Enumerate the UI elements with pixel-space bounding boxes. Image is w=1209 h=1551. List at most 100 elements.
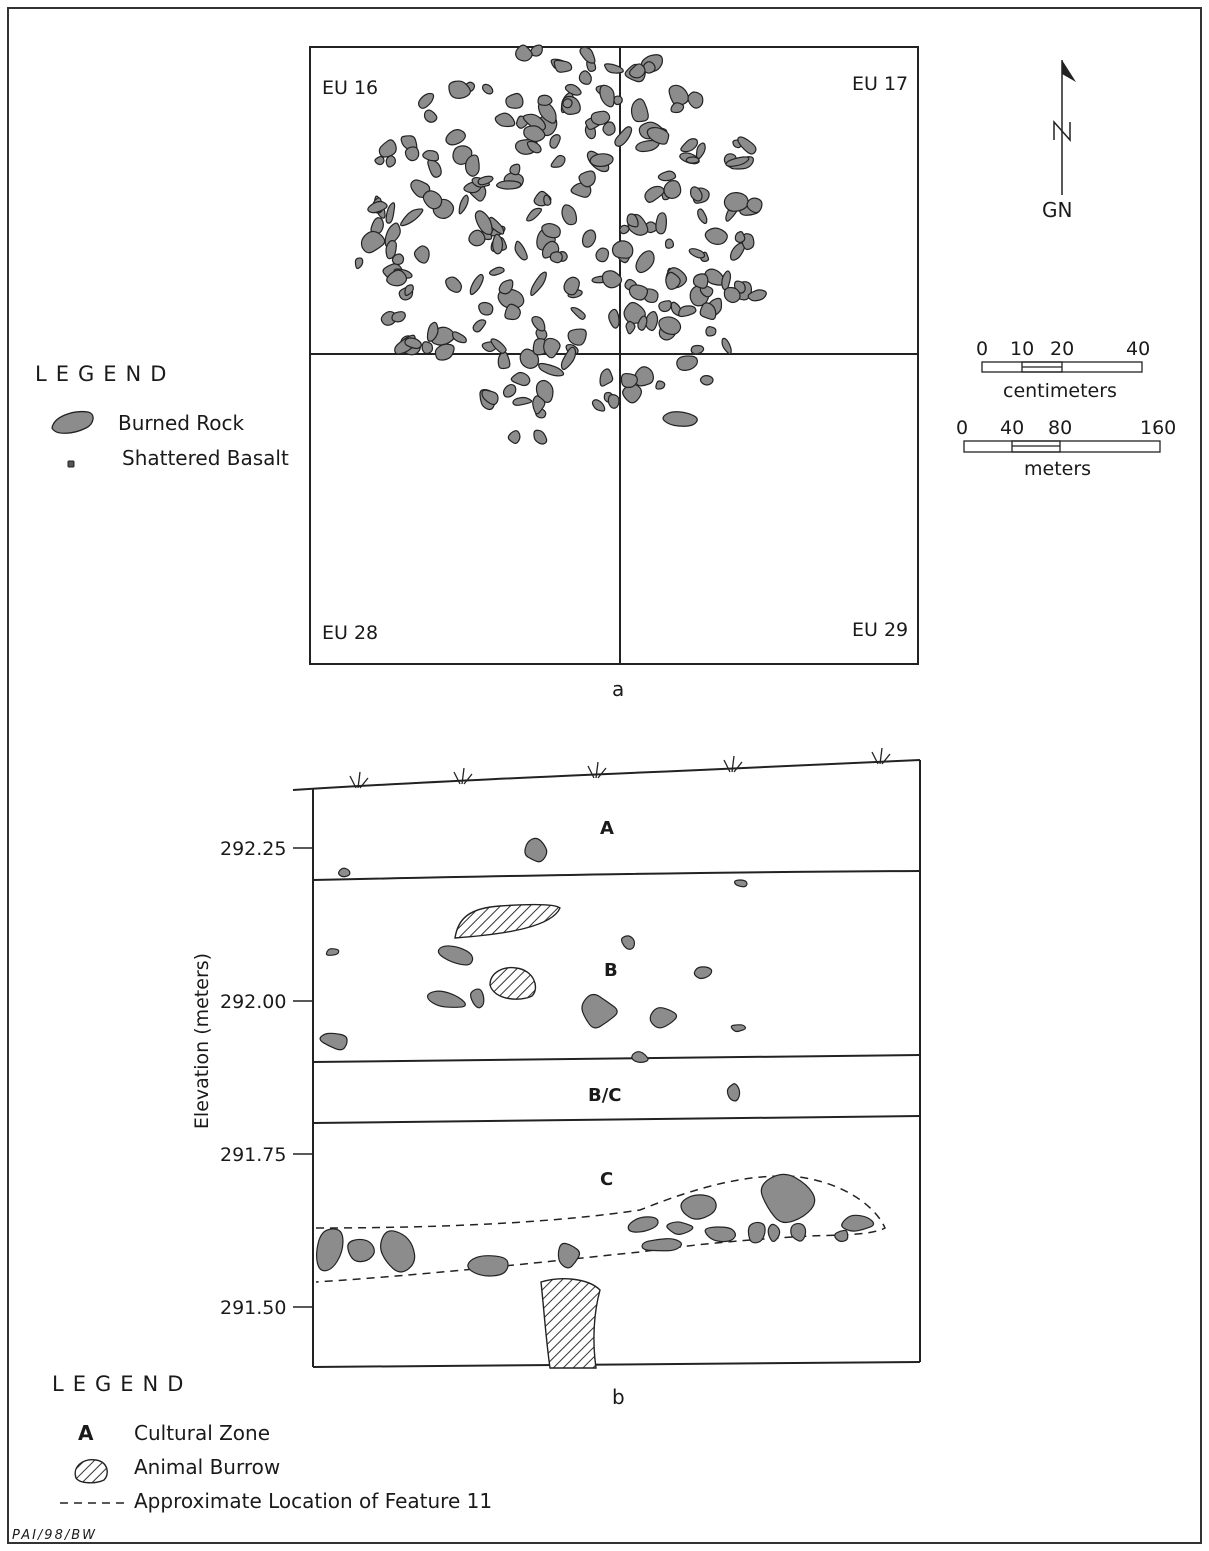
burned-rock (625, 320, 636, 335)
burned-rock (477, 175, 494, 186)
burned-rock (725, 156, 750, 167)
burned-rock (634, 366, 655, 387)
burned-rock (658, 316, 682, 336)
scale-m-unit: meters (1024, 458, 1092, 480)
burned-rock (790, 1222, 807, 1242)
burned-rock (360, 230, 386, 254)
burned-rock (666, 1221, 694, 1235)
burned-rock (581, 993, 618, 1029)
burned-rock (553, 59, 573, 73)
burned-rock (746, 197, 763, 214)
burned-rock (630, 98, 649, 123)
burned-rock (384, 222, 401, 248)
drafter-credit: PAI/98/BW (12, 1528, 97, 1543)
burned-rock (699, 302, 717, 321)
burned-rock (426, 321, 439, 342)
burned-rock (595, 247, 610, 263)
burned-rock (533, 429, 548, 445)
burned-rock (590, 110, 611, 126)
burned-rock (649, 1007, 678, 1029)
burned-rock (687, 91, 704, 109)
burned-rock (599, 368, 614, 387)
feature-11-outline (315, 1175, 886, 1283)
burned-rock (601, 270, 623, 289)
burned-rock (338, 867, 351, 878)
animal-burrow (540, 1278, 601, 1369)
unit-label-eu16: EU 16 (322, 77, 379, 99)
elevation-292-25: 292.25 (220, 838, 287, 860)
burned-rock (564, 83, 582, 96)
burned-rock (705, 326, 717, 337)
animal-burrow-icon (74, 1459, 108, 1484)
zone-label-b: B (604, 960, 618, 981)
legend-b-animal-burrow: Animal Burrow (134, 1455, 281, 1479)
boundary-bc-c (312, 1115, 921, 1124)
burned-rock (655, 212, 667, 235)
north-arrow-label: GN (1042, 198, 1073, 222)
burned-rock (704, 227, 728, 245)
burned-rock (505, 92, 524, 109)
burned-rock (664, 238, 675, 249)
burned-rock (599, 84, 615, 108)
burned-rock (498, 279, 514, 295)
burned-rock (578, 170, 596, 188)
burned-rock (734, 231, 746, 244)
burned-rock (464, 154, 480, 177)
burned-rock (680, 138, 699, 153)
burned-rock (678, 305, 697, 318)
burned-rock (448, 80, 471, 99)
burned-rock (611, 240, 634, 259)
zone-label-bc: B/C (588, 1085, 622, 1106)
burned-rock (747, 1221, 766, 1244)
burned-rock (538, 362, 565, 377)
burned-rock (834, 1229, 849, 1243)
burned-rock (478, 301, 494, 316)
burned-rock (543, 194, 552, 206)
burned-rock (526, 140, 542, 154)
burned-rock (418, 92, 435, 109)
scale-cm-unit: centimeters (1003, 380, 1117, 402)
burned-rock (767, 1223, 781, 1243)
unit-label-eu28: EU 28 (322, 622, 379, 644)
zone-label-c: C (600, 1169, 614, 1190)
legend-b-feature-11: Approximate Location of Feature 11 (134, 1489, 493, 1513)
burned-rock (468, 229, 486, 247)
burned-rock (504, 303, 521, 321)
burned-rock (445, 276, 463, 293)
burned-rock (721, 337, 732, 355)
burned-rock (561, 204, 578, 226)
burned-rock (662, 411, 698, 427)
burned-rock (562, 98, 573, 109)
burned-rock (723, 286, 741, 304)
burned-rock (496, 180, 522, 190)
scale-m-tick-160: 160 (1140, 417, 1177, 439)
burned-rock (507, 430, 521, 445)
burned-rock (380, 1230, 416, 1273)
burned-rock (543, 337, 561, 359)
burned-rock (557, 1242, 581, 1269)
burned-rock (347, 1238, 375, 1263)
burned-rock (526, 207, 543, 222)
burned-rock (472, 319, 487, 333)
legend-b-symbol-a: A (78, 1421, 94, 1445)
burned-rock (541, 222, 561, 239)
burned-rock (530, 271, 547, 297)
burned-rock (560, 346, 577, 371)
burned-rock-icon (51, 410, 94, 434)
legend-b-cultural-zone: Cultural Zone (134, 1421, 271, 1445)
burned-rock (733, 879, 748, 888)
burned-rock (689, 186, 703, 202)
scale-bar-meters (963, 440, 1161, 453)
burned-rock (378, 139, 397, 158)
burned-rock (676, 355, 699, 372)
burned-rock (685, 156, 700, 164)
burned-rock (602, 121, 616, 136)
burned-rock (385, 155, 396, 168)
plan-view (309, 44, 919, 665)
burned-rock (692, 273, 709, 289)
burned-rock (488, 266, 505, 276)
scale-cm-tick-20: 20 (1050, 338, 1075, 360)
burned-rock (413, 245, 430, 264)
burned-rock (426, 990, 466, 1008)
